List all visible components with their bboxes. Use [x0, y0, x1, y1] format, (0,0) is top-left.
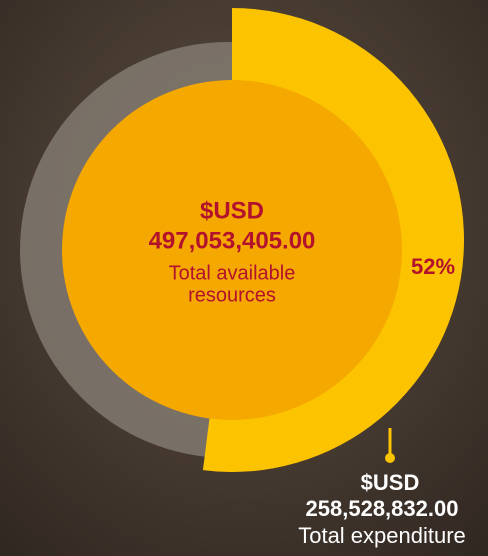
outer-amount: 258,528,832.00 [306, 496, 459, 521]
center-label: Total available [169, 262, 296, 284]
outer-label: Total expenditure [298, 523, 466, 548]
inner-circle [62, 80, 402, 420]
outer-currency: $USD [361, 470, 420, 495]
leader-dot [385, 453, 395, 463]
center-amount: 497,053,405.00 [149, 227, 316, 254]
percent-label: 52% [411, 254, 455, 279]
center-currency: $USD [200, 197, 264, 224]
center-label: resources [188, 284, 276, 306]
